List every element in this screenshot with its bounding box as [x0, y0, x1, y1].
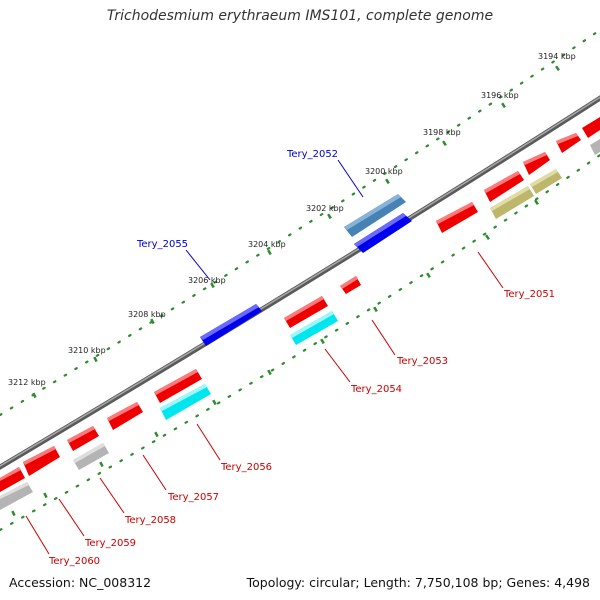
- gene-tery-2053[interactable]: [340, 276, 361, 294]
- gene-feature-red-3[interactable]: [484, 171, 524, 202]
- gene-label-tery-2052[interactable]: Tery_2052: [286, 149, 338, 160]
- ruler-tick: [210, 282, 215, 289]
- inner-tick: [320, 338, 325, 345]
- gene-tery-2055[interactable]: [200, 304, 262, 346]
- gene-feature-red-top-right[interactable]: [556, 133, 581, 153]
- leader-line-tery-2059: [58, 498, 85, 537]
- ruler-label-3196: 3196 kbp: [481, 91, 519, 100]
- ruler-track: [0, 28, 600, 417]
- ruler-major-ticks: [32, 65, 560, 399]
- leader-line-tery-2060: [25, 515, 50, 555]
- gene-feature-grey-2[interactable]: [0, 482, 33, 510]
- gene-tery-2060[interactable]: [0, 467, 25, 492]
- gene-feature-red-5[interactable]: [154, 369, 202, 403]
- ruler-label-3200: 3200 kbp: [365, 167, 403, 176]
- gene-label-tery-2051[interactable]: Tery_2051: [503, 289, 555, 300]
- gene-feature-olive-2[interactable]: [490, 186, 534, 219]
- ruler-label-3212: 3212 kbp: [8, 378, 46, 387]
- gene-label-tery-2053[interactable]: Tery_2053: [396, 356, 448, 367]
- gene-tery-2056[interactable]: [160, 384, 211, 420]
- gene-tery-2059[interactable]: [23, 446, 60, 476]
- gene-feature-red-far-right[interactable]: [582, 117, 600, 138]
- leader-line-tery-2051: [477, 251, 504, 289]
- ruler-tick: [555, 65, 560, 72]
- ruler-tick: [267, 249, 272, 256]
- forward-leader-lines: [185, 159, 364, 281]
- ruler-tick: [442, 140, 447, 147]
- gene-label-tery-2055[interactable]: Tery_2055: [136, 239, 188, 250]
- ruler-label-3208: 3208 kbp: [128, 310, 166, 319]
- gene-feature-olive-1[interactable]: [530, 169, 562, 194]
- gene-feature-grey-far-right[interactable]: [590, 139, 600, 155]
- ruler-tick: [93, 356, 98, 363]
- leader-line-tery-2056: [196, 423, 221, 461]
- inner-tick: [154, 431, 159, 438]
- reverse-strand-features: [0, 117, 600, 510]
- gene-tery-2052[interactable]: [344, 194, 406, 237]
- inner-tick: [485, 234, 490, 241]
- ruler-label-3210: 3210 kbp: [68, 346, 106, 355]
- reverse-leader-lines: [25, 251, 504, 555]
- ruler-label-3194: 3194 kbp: [538, 52, 576, 61]
- ruler-label-3202: 3202 kbp: [306, 204, 344, 213]
- inner-major-ticks: [11, 199, 539, 517]
- gene-tery-2057[interactable]: [107, 402, 143, 430]
- gene-label-tery-2054[interactable]: Tery_2054: [350, 384, 402, 395]
- inner-tick-track: [0, 153, 600, 532]
- inner-tick: [267, 369, 272, 376]
- leader-line-tery-2055: [185, 249, 211, 281]
- ruler-tick: [327, 213, 332, 220]
- genome-backbone: [0, 95, 600, 470]
- gene-feature-blue-1[interactable]: [354, 213, 412, 253]
- inner-tick: [534, 199, 539, 206]
- leader-line-tery-2053: [371, 319, 396, 356]
- genome-backbone-highlight: [0, 96, 600, 467]
- ruler-label-3204: 3204 kbp: [248, 240, 286, 249]
- ruler-label-3198: 3198 kbp: [423, 128, 461, 137]
- ruler-tick: [385, 178, 390, 185]
- inner-tick: [43, 492, 48, 499]
- gene-feature-red-2[interactable]: [523, 152, 550, 175]
- genome-summary: Topology: circular; Length: 7,750,108 bp…: [246, 575, 590, 590]
- gene-feature-grey-1[interactable]: [73, 443, 109, 470]
- ruler-tick: [150, 318, 155, 325]
- inner-tick: [373, 306, 378, 313]
- gene-tery-2051[interactable]: [436, 202, 478, 233]
- gene-label-tery-2059[interactable]: Tery_2059: [84, 538, 136, 549]
- ruler-tick: [501, 102, 506, 109]
- accession-label: Accession: NC_008312: [9, 575, 152, 590]
- inner-tick: [426, 272, 431, 279]
- gene-label-tery-2057[interactable]: Tery_2057: [167, 492, 219, 503]
- leader-line-tery-2052: [337, 159, 364, 198]
- gene-tery-2058[interactable]: [67, 426, 99, 451]
- gene-label-tery-2056[interactable]: Tery_2056: [220, 462, 272, 473]
- gene-tery-2054[interactable]: [290, 311, 338, 345]
- inner-tick: [11, 510, 16, 517]
- ruler-tick: [32, 392, 37, 399]
- forward-strand-features: [200, 194, 412, 346]
- gene-label-tery-2058[interactable]: Tery_2058: [124, 515, 176, 526]
- leader-line-tery-2058: [99, 477, 125, 514]
- ruler-label-3206: 3206 kbp: [188, 276, 226, 285]
- gene-label-tery-2060[interactable]: Tery_2060: [48, 556, 100, 567]
- leader-line-tery-2054: [324, 348, 351, 383]
- inner-tick: [212, 399, 217, 406]
- gene-feature-red-4[interactable]: [284, 296, 328, 328]
- inner-tick: [99, 461, 104, 468]
- leader-line-tery-2057: [142, 454, 167, 491]
- genome-title: Trichodesmium erythraeum IMS101, complet…: [106, 8, 494, 24]
